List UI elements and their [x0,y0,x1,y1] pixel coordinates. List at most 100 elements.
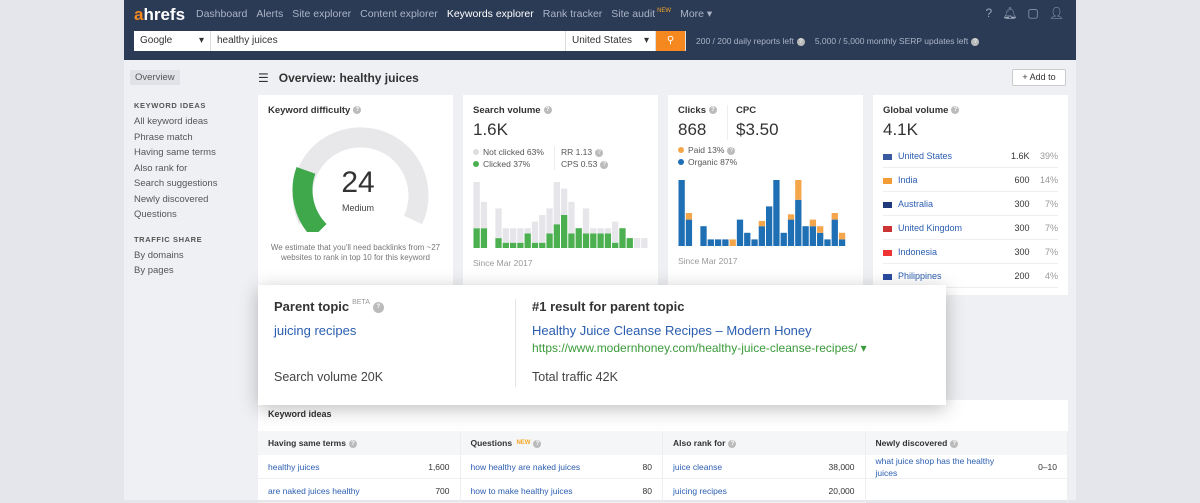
clicked-dot [473,161,479,167]
help-icon[interactable]: ? [985,6,993,20]
inbox-icon[interactable]: ▢ [1027,6,1039,20]
chevron-down-icon: ▾ [643,35,649,46]
help-icon[interactable]: ? [600,160,609,169]
bar-not-clicked [633,238,641,248]
country-link[interactable]: United States [898,151,953,161]
help-icon[interactable]: ? [950,439,959,448]
column-header[interactable]: Newly discovered? [865,431,1067,455]
column-header[interactable]: Also rank for? [663,431,865,455]
nav-rank-tracker[interactable]: Rank tracker [542,8,603,20]
flag-icon [883,249,892,256]
keyword-volume: 80 [642,461,652,472]
nav-content-explorer[interactable]: Content explorer [360,8,438,20]
sidebar-item-overview[interactable]: Overview [130,70,180,85]
sidebar-item[interactable]: All keyword ideas [134,116,208,127]
bar-organic [795,199,802,246]
help-icon[interactable]: ? [728,439,737,448]
bar-paid [831,213,838,220]
result-title-link[interactable]: Healthy Juice Cleanse Recipes – Modern H… [532,323,812,338]
sidebar-item[interactable]: Questions [134,209,177,220]
help-icon[interactable]: ? [796,37,805,46]
keyword-difficulty-card: Keyword difficulty? 24 Medium We estimat… [258,95,453,295]
bar-paid [758,220,765,227]
bar-organic [736,219,744,246]
keyword-ideas-panel: Keyword ideas Having same terms? healthy … [258,400,1068,503]
bell-icon[interactable]: 🔔︎ [1002,6,1018,20]
country-link[interactable]: India [898,175,918,185]
nav-alerts[interactable]: Alerts [256,8,284,20]
sidebar-item[interactable]: By pages [134,265,174,276]
kd-value: 24 [341,166,374,199]
country-link[interactable]: Indonesia [898,247,938,257]
search-icon: ⚲ [666,35,675,46]
parent-topic-link[interactable]: juicing recipes [274,323,357,338]
keyword-volume: 38,000 [828,461,855,472]
chevron-down-icon: ▾ [198,35,204,46]
sidebar-item[interactable]: Phrase match [134,131,193,143]
nav-site-explorer[interactable]: Site explorer [292,8,352,20]
help-icon[interactable]: ? [951,106,960,115]
parent-topic-popup: Parent topic BETA? juicing recipes Search… [258,285,946,405]
column-header[interactable]: Questions NEW? [460,431,662,455]
keyword-link[interactable]: healthy juices [268,461,320,472]
bar-organic [700,226,707,246]
global-volume-card: Global volume? 4.1K United States 1.6K 39… [873,95,1068,295]
keyword-link[interactable]: how healthy are naked juices [470,461,581,472]
country-row: United Kingdom 300 7% [883,216,1058,240]
keyword-volume: 20,000 [828,485,855,496]
clicks-card: Clicks? 868 CPC $3.50 Paid 13%? Organic 87%… [668,95,863,295]
keyword-link[interactable]: how to make healthy juices [470,485,573,496]
bar-clicked [509,242,517,248]
bar-paid [838,232,846,240]
column-header[interactable]: Having same terms? [258,431,460,455]
nav-more[interactable]: More ▾ [680,8,713,20]
flag-icon [883,273,892,280]
help-icon[interactable]: ? [727,146,736,155]
sidebar-item[interactable]: Newly discovered [134,193,209,205]
keyword-link[interactable]: what juice shop has the healthy juices [875,455,995,478]
sidebar-item[interactable]: By domains [134,249,184,261]
sidebar-item[interactable]: Search suggestions [134,178,218,189]
country-link[interactable]: Philippines [898,271,942,281]
bar-organic [714,239,722,246]
nav-keywords-explorer[interactable]: Keywords explorer [446,8,534,20]
help-icon[interactable]: ? [372,302,384,314]
keyword-link[interactable]: juice cleanse [673,461,723,472]
search-button[interactable]: ⚲ [656,31,686,51]
user-icon[interactable]: 👤︎ [1048,6,1064,20]
bar-not-clicked [553,182,560,225]
help-icon[interactable]: ? [348,439,357,448]
serp-quota: 5,000 / 5,000 monthly SERP updates left? [815,36,980,46]
total-traffic: Total traffic 42K [532,370,618,384]
bar-organic [780,232,787,246]
keyword-input[interactable]: healthy juices [211,31,566,51]
help-icon[interactable]: ? [971,37,980,46]
country-link[interactable]: United Kingdom [898,223,963,233]
add-to-button[interactable]: + Add to [1012,69,1066,86]
result-url[interactable]: https://www.modernhoney.com/healthy-juic… [532,341,867,355]
help-icon[interactable]: ? [533,439,542,448]
sidebar-item[interactable]: Having same terms [134,147,216,158]
nav-site-audit[interactable]: Site audit NEW [611,8,672,20]
search-engine-select[interactable]: Google ▾ [134,31,211,51]
help-icon[interactable]: ? [595,148,604,157]
ideas-column: Having same terms? healthy juices 1,600 are… [258,431,461,503]
country-percent: 14% [1039,175,1058,185]
nav-dashboard[interactable]: Dashboard [196,8,248,20]
bar-not-clicked [473,182,480,229]
top-nav: ahrefs Dashboard Alerts Site explorer Co… [124,0,1076,60]
app: ahrefs Dashboard Alerts Site explorer Co… [124,0,1076,503]
menu-icon[interactable]: ☰ [258,71,269,85]
country-link[interactable]: Australia [898,199,934,209]
keyword-link[interactable]: are naked juices healthy [268,485,360,496]
help-icon[interactable]: ? [353,106,362,115]
ahrefs-logo[interactable]: ahrefs [134,5,186,24]
bar-not-clicked [604,228,612,234]
help-icon[interactable]: ? [709,106,717,115]
keyword-link[interactable]: juicing recipes [673,485,727,496]
help-icon[interactable]: ? [543,106,552,115]
search-volume-card: Search volume? 1.6K Not clicked 63% Click… [463,95,658,295]
country-select[interactable]: United States ▾ [566,31,656,51]
bar-not-clicked [502,228,509,243]
sidebar-item[interactable]: Also rank for [134,162,188,174]
